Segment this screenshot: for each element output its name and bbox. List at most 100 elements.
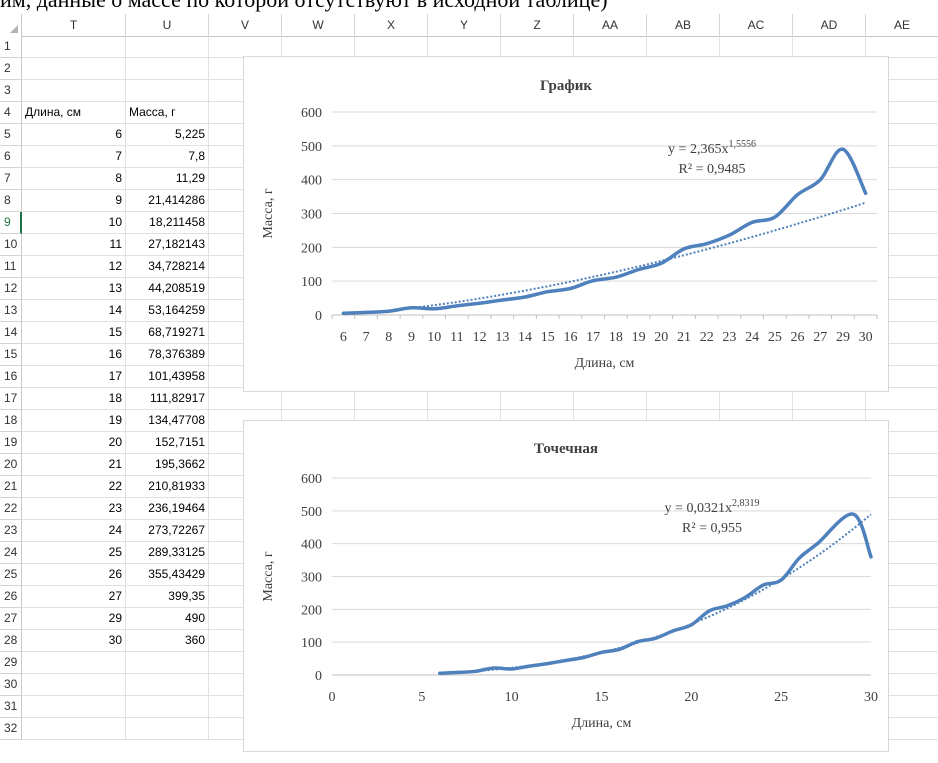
cell-z17[interactable]	[501, 388, 574, 410]
cell-u8[interactable]: 21,414286	[126, 190, 209, 212]
cell-x17[interactable]	[355, 388, 428, 410]
cell-ae23[interactable]	[866, 520, 938, 542]
row-header[interactable]: 31	[0, 696, 22, 718]
cell-t23[interactable]: 24	[22, 520, 126, 542]
cell-u9[interactable]: 18,211458	[126, 212, 209, 234]
cell-ae20[interactable]	[866, 454, 938, 476]
row-header[interactable]: 7	[0, 168, 22, 190]
cell-t30[interactable]	[22, 674, 126, 696]
row-header[interactable]: 8	[0, 190, 22, 212]
cell-ad17[interactable]	[793, 388, 866, 410]
cell-v1[interactable]	[209, 36, 282, 58]
cell-u5[interactable]: 5,225	[126, 124, 209, 146]
column-header-z[interactable]: Z	[501, 14, 574, 36]
column-header-x[interactable]: X	[355, 14, 428, 36]
scatter-chart[interactable]: Точечная 0 100 200 300 400 500 600 0 5 10 15 20 25 30 Д…	[243, 420, 889, 752]
cell-ae25[interactable]	[866, 564, 938, 586]
cell-t22[interactable]: 23	[22, 498, 126, 520]
column-header-t[interactable]: T	[22, 14, 126, 36]
column-header-ab[interactable]: AB	[647, 14, 720, 36]
column-header-ad[interactable]: AD	[793, 14, 866, 36]
cell-t7[interactable]: 8	[22, 168, 126, 190]
cell-ae8[interactable]	[866, 190, 938, 212]
cell-t32[interactable]	[22, 718, 126, 740]
cell-ae4[interactable]	[866, 102, 938, 124]
row-header[interactable]: 2	[0, 58, 22, 80]
cell-aa17[interactable]	[574, 388, 647, 410]
cell-u21[interactable]: 210,81933	[126, 476, 209, 498]
line-chart[interactable]: График 0 100 200 300 400 500 600 6 7 8 9 10 11 12 13 14 1…	[243, 56, 889, 392]
row-header[interactable]: 9	[0, 212, 22, 234]
row-header[interactable]: 19	[0, 432, 22, 454]
cell-ae13[interactable]	[866, 300, 938, 322]
cell-ae29[interactable]	[866, 652, 938, 674]
column-header-y[interactable]: Y	[428, 14, 501, 36]
cell-t26[interactable]: 27	[22, 586, 126, 608]
column-header-ae[interactable]: AE	[866, 14, 938, 36]
cell-u26[interactable]: 399,35	[126, 586, 209, 608]
cell-u32[interactable]	[126, 718, 209, 740]
row-header[interactable]: 16	[0, 366, 22, 388]
cell-ae18[interactable]	[866, 410, 938, 432]
row-header[interactable]: 4	[0, 102, 22, 124]
cell-ae30[interactable]	[866, 674, 938, 696]
cell-ae11[interactable]	[866, 256, 938, 278]
cell-u22[interactable]: 236,19464	[126, 498, 209, 520]
cell-t3[interactable]	[22, 80, 126, 102]
cell-t6[interactable]: 7	[22, 146, 126, 168]
cell-t5[interactable]: 6	[22, 124, 126, 146]
row-header[interactable]: 11	[0, 256, 22, 278]
cell-u1[interactable]	[126, 36, 209, 58]
select-all-corner[interactable]	[0, 14, 22, 36]
cell-ae24[interactable]	[866, 542, 938, 564]
cell-t9[interactable]: 10	[22, 212, 126, 234]
cell-t27[interactable]: 29	[22, 608, 126, 630]
cell-y17[interactable]	[428, 388, 501, 410]
row-header[interactable]: 1	[0, 36, 22, 58]
cell-ac17[interactable]	[720, 388, 793, 410]
cell-t25[interactable]: 26	[22, 564, 126, 586]
row-header[interactable]: 22	[0, 498, 22, 520]
row-header[interactable]: 14	[0, 322, 22, 344]
cell-u4[interactable]: Масса, г	[126, 102, 209, 124]
cell-u12[interactable]: 44,208519	[126, 278, 209, 300]
cell-aa1[interactable]	[574, 36, 647, 58]
cell-t12[interactable]: 13	[22, 278, 126, 300]
cell-t13[interactable]: 14	[22, 300, 126, 322]
cell-ac1[interactable]	[720, 36, 793, 58]
cell-u7[interactable]: 11,29	[126, 168, 209, 190]
row-header[interactable]: 29	[0, 652, 22, 674]
row-header[interactable]: 32	[0, 718, 22, 740]
cell-ae7[interactable]	[866, 168, 938, 190]
cell-u2[interactable]	[126, 58, 209, 80]
cell-t8[interactable]: 9	[22, 190, 126, 212]
cell-ae10[interactable]	[866, 234, 938, 256]
row-header[interactable]: 20	[0, 454, 22, 476]
cell-t31[interactable]	[22, 696, 126, 718]
cell-ae15[interactable]	[866, 344, 938, 366]
row-header[interactable]: 13	[0, 300, 22, 322]
cell-u19[interactable]: 152,7151	[126, 432, 209, 454]
row-header[interactable]: 3	[0, 80, 22, 102]
cell-u27[interactable]: 490	[126, 608, 209, 630]
cell-u24[interactable]: 289,33125	[126, 542, 209, 564]
row-header[interactable]: 10	[0, 234, 22, 256]
cell-u30[interactable]	[126, 674, 209, 696]
cell-t20[interactable]: 21	[22, 454, 126, 476]
cell-ae2[interactable]	[866, 58, 938, 80]
row-header[interactable]: 23	[0, 520, 22, 542]
cell-t24[interactable]: 25	[22, 542, 126, 564]
cell-u13[interactable]: 53,164259	[126, 300, 209, 322]
cell-u14[interactable]: 68,719271	[126, 322, 209, 344]
cell-ae1[interactable]	[866, 36, 938, 58]
cell-u20[interactable]: 195,3662	[126, 454, 209, 476]
cell-ab17[interactable]	[647, 388, 720, 410]
cell-ae14[interactable]	[866, 322, 938, 344]
row-header[interactable]: 15	[0, 344, 22, 366]
cell-z1[interactable]	[501, 36, 574, 58]
cell-u6[interactable]: 7,8	[126, 146, 209, 168]
row-header[interactable]: 24	[0, 542, 22, 564]
cell-ae28[interactable]	[866, 630, 938, 652]
row-header[interactable]: 28	[0, 630, 22, 652]
cell-t2[interactable]	[22, 58, 126, 80]
